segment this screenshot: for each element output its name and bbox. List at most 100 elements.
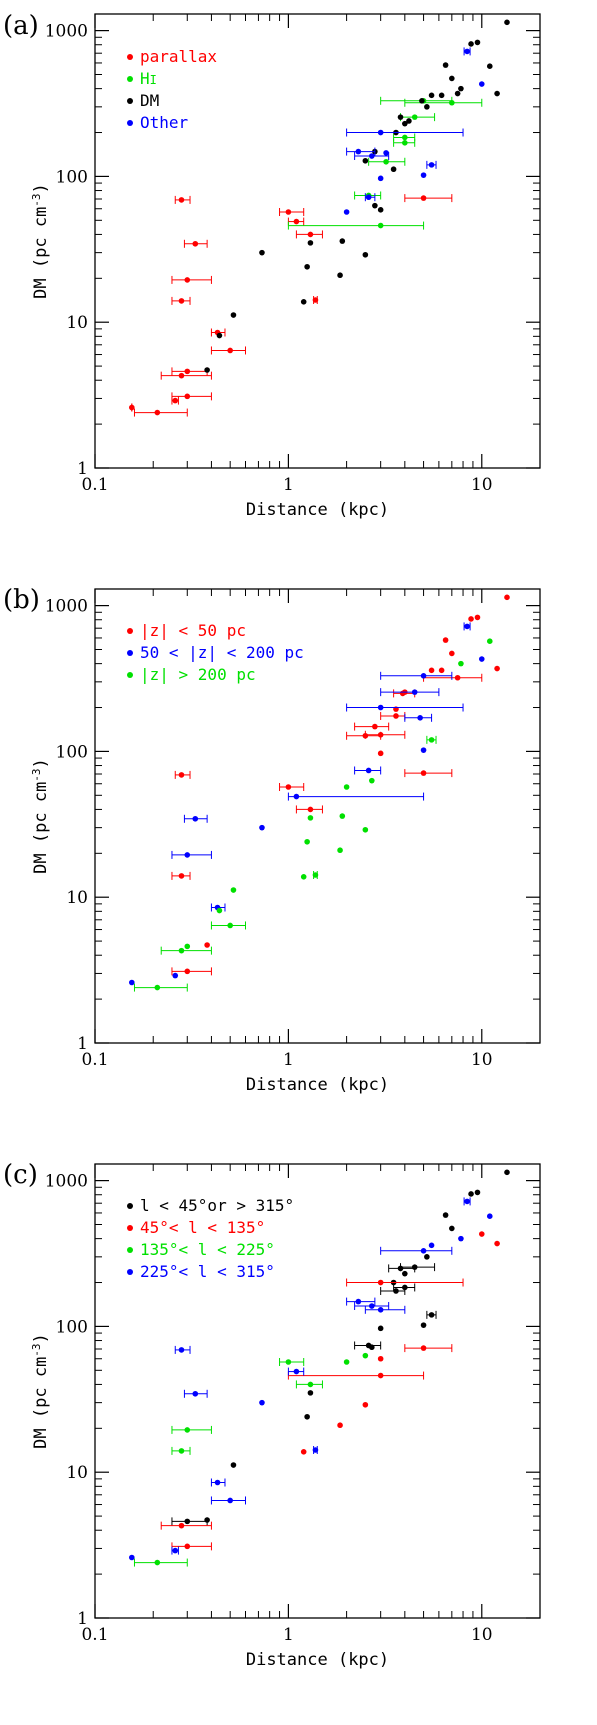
data-point bbox=[369, 1344, 375, 1351]
data-point bbox=[339, 813, 346, 819]
data-point bbox=[449, 1225, 455, 1232]
data-point bbox=[285, 784, 292, 790]
data-point bbox=[343, 784, 350, 790]
x-axis-title: Distance (kpc) bbox=[246, 1075, 389, 1095]
legend-label: 45°< l < 135° bbox=[140, 1218, 265, 1237]
y-tick-label: 100 bbox=[56, 742, 88, 762]
data-point bbox=[478, 81, 485, 87]
legend-label: HI bbox=[140, 69, 157, 88]
data-point bbox=[442, 637, 449, 643]
data-point bbox=[293, 1368, 300, 1375]
data-point bbox=[362, 826, 369, 833]
data-point bbox=[369, 153, 375, 159]
data-point bbox=[486, 1213, 493, 1220]
data-point bbox=[214, 1479, 221, 1486]
data-point bbox=[259, 1399, 265, 1406]
data-point bbox=[406, 118, 412, 124]
data-point bbox=[372, 202, 378, 209]
legend-marker bbox=[127, 1247, 133, 1253]
data-point bbox=[204, 942, 210, 948]
plot-frame bbox=[94, 588, 541, 1044]
data-point bbox=[184, 943, 191, 950]
data-point bbox=[369, 777, 375, 784]
y-tick-label: 1 bbox=[77, 459, 88, 479]
data-point bbox=[402, 1284, 408, 1291]
data-point bbox=[184, 968, 191, 975]
data-point bbox=[449, 650, 455, 657]
data-point bbox=[383, 158, 389, 165]
data-point bbox=[420, 770, 427, 776]
data-point bbox=[184, 393, 191, 400]
data-point bbox=[307, 815, 314, 821]
data-point bbox=[343, 1359, 350, 1365]
data-point bbox=[458, 1235, 464, 1242]
data-point bbox=[420, 1345, 427, 1351]
x-tick-label: 0.1 bbox=[81, 1050, 108, 1070]
y-tick-label: 1000 bbox=[45, 597, 88, 617]
legend-label: 50 < |z| < 200 pc bbox=[140, 643, 304, 662]
panel-label: (b) bbox=[3, 585, 40, 615]
data-point bbox=[474, 39, 481, 46]
data-point bbox=[304, 838, 310, 845]
data-point bbox=[420, 673, 427, 679]
y-axis-title: DM (pc cm-3) bbox=[30, 183, 51, 299]
data-point bbox=[458, 85, 464, 92]
data-point bbox=[154, 409, 161, 416]
data-point bbox=[478, 656, 485, 662]
data-point bbox=[355, 1298, 362, 1305]
data-point bbox=[424, 1254, 430, 1260]
data-point bbox=[442, 62, 449, 68]
x-tick-label: 0.1 bbox=[81, 1625, 108, 1645]
data-point bbox=[178, 372, 185, 379]
data-point bbox=[390, 166, 397, 173]
data-point bbox=[227, 922, 233, 929]
data-point bbox=[259, 824, 265, 831]
legend-label: DM bbox=[140, 91, 159, 110]
data-point bbox=[355, 148, 362, 155]
data-point bbox=[129, 979, 135, 986]
data-point bbox=[227, 347, 233, 354]
y-tick-label: 10 bbox=[66, 1463, 88, 1483]
data-point bbox=[442, 1212, 449, 1218]
data-point bbox=[285, 1359, 292, 1365]
x-tick-label: 1 bbox=[283, 1625, 294, 1645]
legend-marker bbox=[127, 628, 133, 634]
x-tick-label: 1 bbox=[283, 1050, 294, 1070]
data-point bbox=[383, 150, 389, 156]
x-tick-label: 10 bbox=[471, 475, 493, 495]
legend-label: Other bbox=[140, 113, 189, 132]
data-point bbox=[172, 1547, 179, 1554]
data-point bbox=[377, 1325, 384, 1332]
legend-label: 225°< l < 315° bbox=[140, 1262, 275, 1281]
data-point bbox=[300, 1449, 307, 1455]
data-point bbox=[337, 272, 343, 279]
x-tick-label: 10 bbox=[471, 1625, 493, 1645]
data-point bbox=[362, 251, 369, 258]
data-point bbox=[464, 1198, 470, 1205]
data-point bbox=[362, 1401, 369, 1408]
data-point bbox=[304, 1413, 310, 1420]
data-point bbox=[504, 19, 510, 26]
data-point bbox=[259, 249, 265, 256]
data-point bbox=[365, 194, 372, 201]
data-point bbox=[204, 1517, 210, 1523]
legend-label: parallax bbox=[140, 47, 217, 66]
y-tick-label: 1 bbox=[77, 1609, 88, 1629]
data-point bbox=[411, 689, 418, 695]
data-point bbox=[428, 737, 435, 743]
data-point bbox=[377, 222, 384, 229]
data-point bbox=[178, 873, 185, 879]
y-tick-label: 1 bbox=[77, 1034, 88, 1054]
data-point bbox=[230, 312, 237, 318]
data-point bbox=[184, 277, 191, 283]
data-point bbox=[494, 90, 500, 97]
data-point bbox=[304, 263, 310, 270]
y-axis-title: DM (pc cm-3) bbox=[30, 1333, 51, 1449]
data-point bbox=[230, 887, 237, 893]
y-tick-label: 10 bbox=[66, 313, 88, 333]
data-point bbox=[402, 120, 408, 127]
legend-marker bbox=[127, 76, 133, 82]
data-point bbox=[419, 98, 425, 104]
